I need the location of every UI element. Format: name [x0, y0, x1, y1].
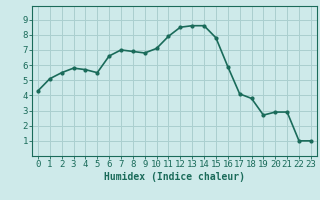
- X-axis label: Humidex (Indice chaleur): Humidex (Indice chaleur): [104, 172, 245, 182]
